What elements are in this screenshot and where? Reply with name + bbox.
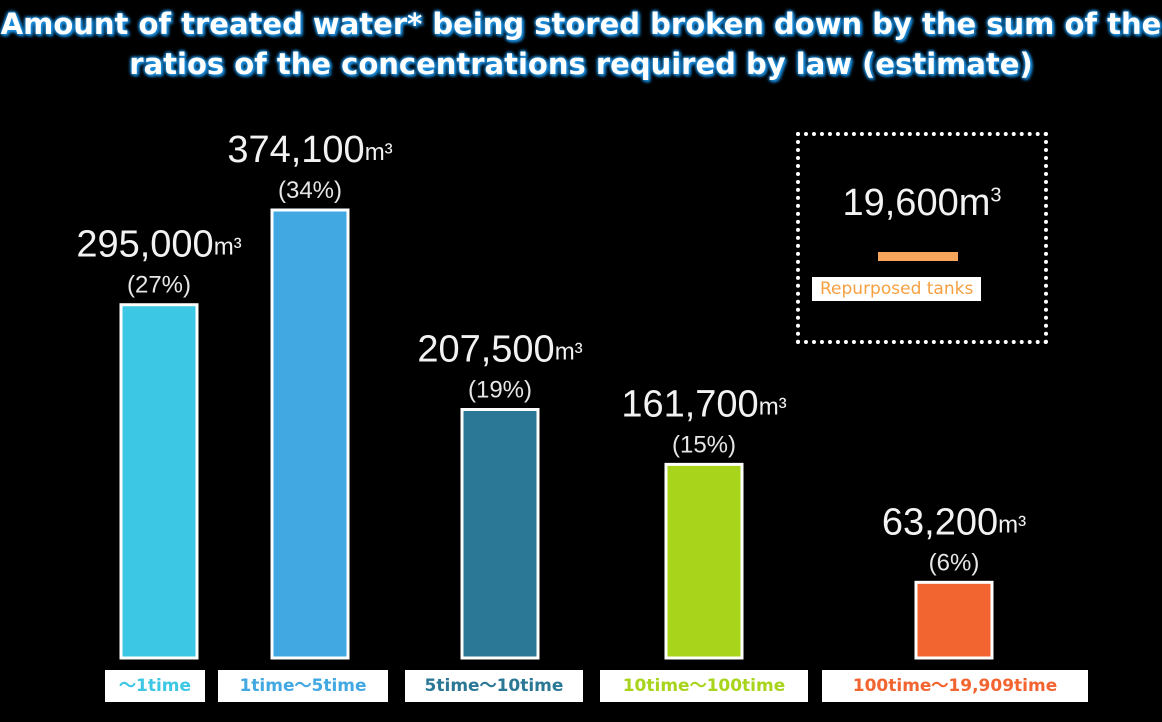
repurposed-tanks-bar bbox=[878, 252, 958, 261]
repurposed-tanks-label: Repurposed tanks bbox=[812, 277, 982, 301]
category-label-1: 〜1time bbox=[105, 670, 205, 702]
value-label-4: 161,700m³ bbox=[621, 383, 786, 425]
bar-1 bbox=[119, 303, 199, 660]
category-label-2: 1time〜5time bbox=[218, 670, 388, 702]
percent-label-3: (19%) bbox=[468, 377, 532, 404]
percent-label-5: (6%) bbox=[929, 549, 980, 576]
percent-label-4: (15%) bbox=[672, 431, 736, 458]
bar-5 bbox=[914, 580, 994, 660]
value-label-3: 207,500m³ bbox=[417, 329, 582, 371]
value-label-5: 63,200m³ bbox=[882, 501, 1026, 543]
repurposed-tanks-inset: 19,600m3 Repurposed tanks bbox=[796, 132, 1048, 344]
percent-label-1: (27%) bbox=[127, 272, 191, 299]
bar-2 bbox=[270, 208, 350, 660]
category-label-3: 5time〜10time bbox=[405, 670, 583, 702]
value-label-1: 295,000m³ bbox=[76, 224, 241, 266]
bars-layer bbox=[119, 208, 994, 660]
bar-4 bbox=[664, 462, 744, 660]
labels-layer: (27%) 295,000m³ (34%) 374,100m³ (19%) 207,500… bbox=[76, 129, 1026, 576]
repurposed-tanks-value: 19,600m3 bbox=[800, 182, 1044, 225]
repurposed-tanks-value-number: 19,600 bbox=[842, 182, 959, 224]
percent-label-2: (34%) bbox=[278, 177, 342, 204]
category-label-4: 10time〜100time bbox=[600, 670, 808, 702]
value-label-2: 374,100m³ bbox=[227, 129, 392, 171]
repurposed-tanks-unit: m3 bbox=[958, 182, 1002, 224]
chart-title: Amount of treated water* being stored br… bbox=[0, 7, 1162, 81]
bar-3 bbox=[460, 408, 540, 660]
category-label-5: 100time〜19,909time bbox=[822, 670, 1088, 702]
